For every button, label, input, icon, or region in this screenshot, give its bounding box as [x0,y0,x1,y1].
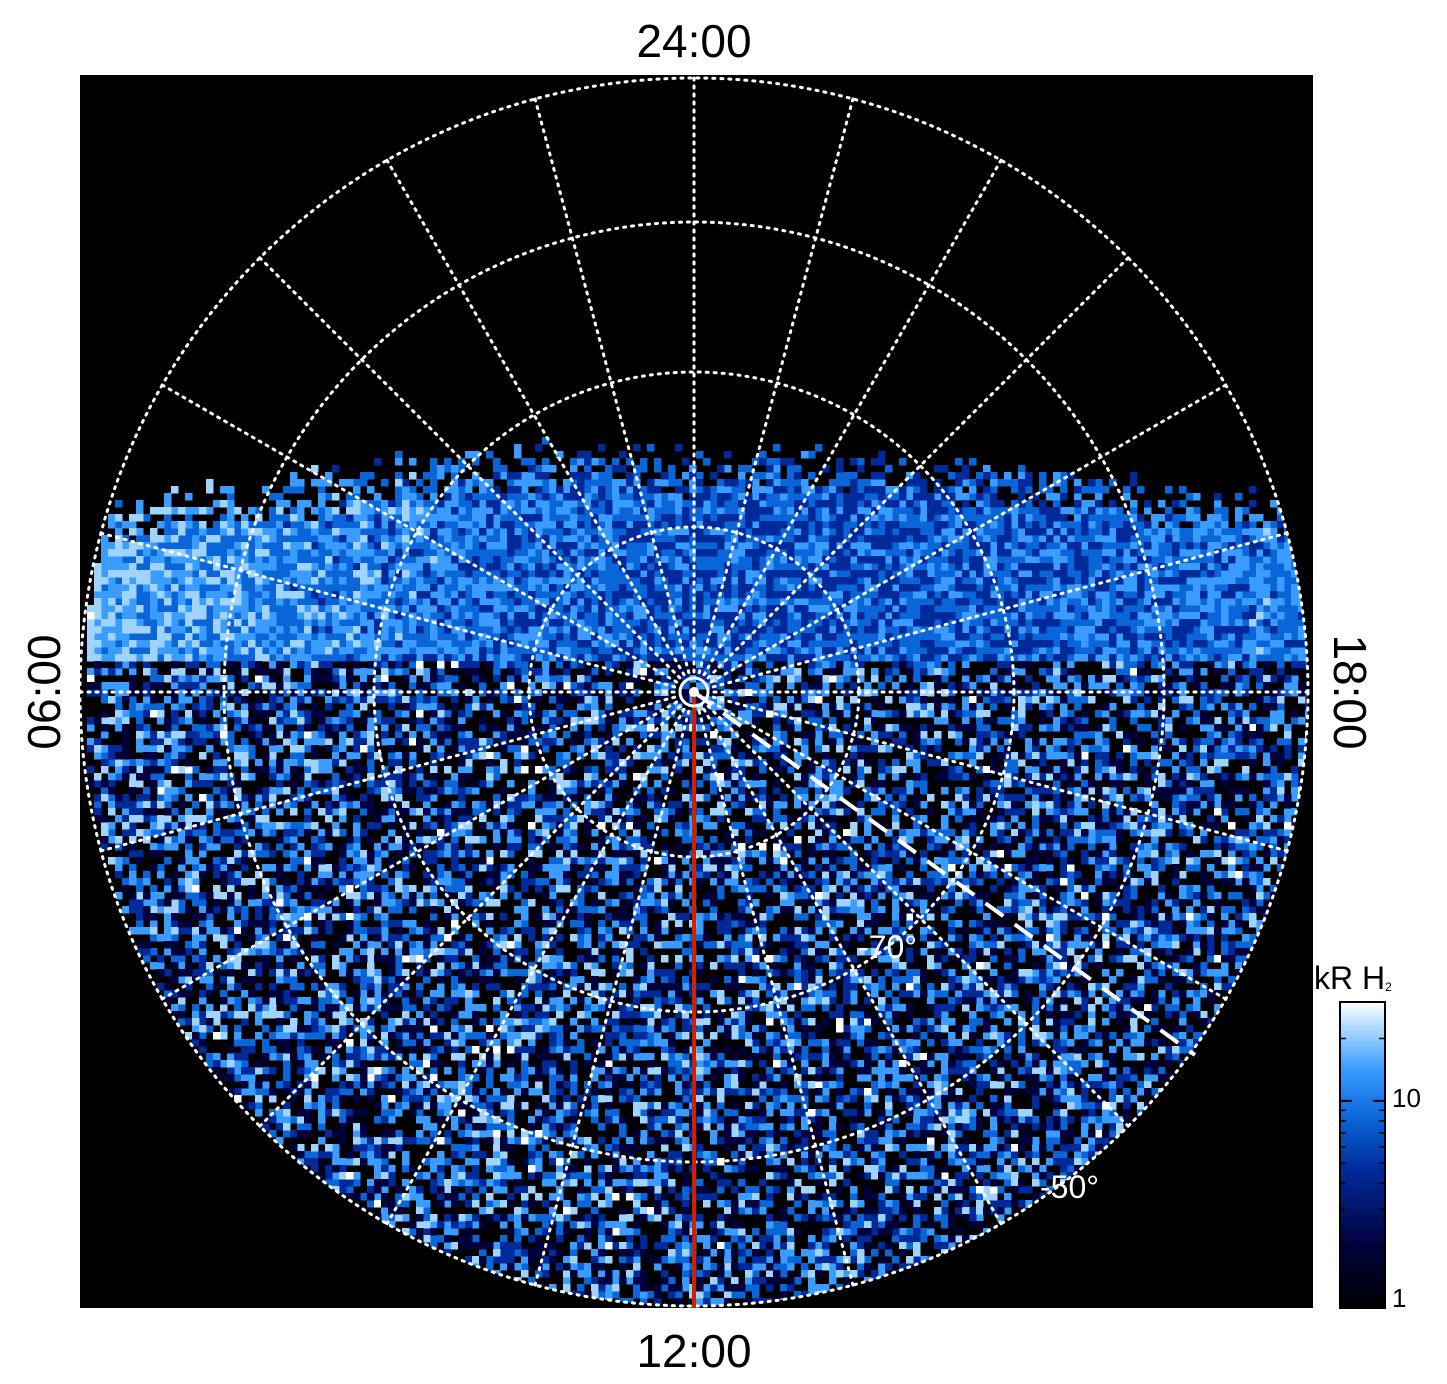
lt-meridian [709,383,1228,684]
lt-meridian [711,531,1289,689]
lt-meridian [258,704,682,1128]
local-time-label-top: 24:00 [636,15,752,67]
lt-meridian [533,97,691,675]
lt-meridian [385,707,686,1226]
lt-meridian [697,709,855,1287]
lt-meridian [99,695,677,853]
colorbar [1339,1001,1386,1309]
emission-level-5 [87,661,1308,1306]
lt-meridian [709,700,1228,1001]
local-time-label-left: 06:00 [18,634,70,750]
local-time-label-bottom: 12:00 [636,1325,752,1377]
lt-meridian [702,707,1003,1226]
lt-meridian [160,383,679,684]
lt-meridian [706,256,1130,680]
lt-meridian [99,531,677,689]
colorbar-title-text: kR H [1314,960,1386,996]
colorbar-tick-label-10: 10 [1392,1083,1421,1113]
latitude-label-50: -50° [1040,1169,1099,1205]
emission-level-2 [87,444,1308,1306]
dashed-line [692,690,1197,1057]
pole-marker-inner [689,687,699,697]
lt-meridian [697,97,855,675]
latitude-label-70: -70° [858,929,917,965]
lt-meridian [258,256,682,680]
colorbar-ticks [1340,1001,1385,1309]
colorbar-tick-label-1: 1 [1392,1283,1407,1313]
local-time-label-right: 18:00 [1324,634,1376,750]
emission-cells [87,437,1308,1306]
lt-meridian [533,709,691,1287]
lt-meridian [702,158,1003,677]
colorbar-title: kR H2 [1314,962,1392,994]
lt-meridian [385,158,686,677]
lt-meridian [160,700,679,1001]
polar-grid [78,76,1310,1308]
lt-meridian [706,704,1130,1128]
lt-meridian [711,695,1289,853]
overlay-lines [678,676,1197,1308]
colorbar-gradient [1339,1001,1386,1309]
colorbar-title-subscript: 2 [1385,980,1392,994]
pole-marker-outer [678,676,710,708]
lat-circle-70 [372,370,1016,1014]
